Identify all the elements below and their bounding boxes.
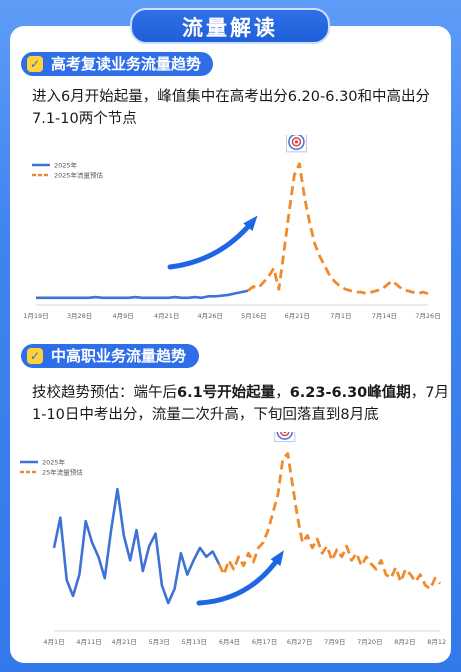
check-icon: ✓ xyxy=(27,348,43,364)
x-tick-label: 7月14日 xyxy=(372,312,397,320)
target-center xyxy=(294,140,299,144)
x-tick-label: 5月16日 xyxy=(241,312,266,320)
x-tick-label: 5月13日 xyxy=(182,638,207,646)
check-icon: ✓ xyxy=(27,56,43,72)
x-tick-label: 6月17日 xyxy=(252,638,277,646)
section2-desc-line2: 1-10日中考出分，流量二次升高，下旬回落直到8月底 xyxy=(32,407,379,423)
chart2: 4月1日 4月11日 4月21日 5月3日 5月13日 6月4日 6月17日 6月27日 7月9… xyxy=(20,432,446,646)
arrow-shaft xyxy=(196,553,283,606)
series-actual-line xyxy=(36,289,249,300)
desc-b: 6.1号开始起量 xyxy=(177,385,276,401)
x-tick-label: 8月2日 xyxy=(394,638,415,646)
section1-title: 高考复读业务流量趋势 xyxy=(51,55,202,73)
peak-target-icon xyxy=(285,135,307,153)
x-tick-label: 7月1日 xyxy=(330,312,351,320)
section2-title-pill: ✓ 中高职业务流量趋势 xyxy=(21,344,199,368)
target-inner-ring xyxy=(280,432,290,437)
target-center xyxy=(283,432,287,434)
arrow-shaft xyxy=(167,218,256,270)
desc-d: 6.23-6.30峰值期 xyxy=(289,385,411,401)
peak-target-icon xyxy=(274,432,296,443)
section1-description: 进入6月开始起量，峰值集中在高考出分6.20-6.30和中高出分 7.1-10两… xyxy=(32,86,430,130)
section2-description: 技校趋势预估：端午后6.1号开始起量，6.23-6.30峰值期，7月 1-10日… xyxy=(32,382,449,426)
x-tick-label: 6月21日 xyxy=(285,312,310,320)
section1-desc-line2: 7.1-10两个节点 xyxy=(32,111,137,127)
chart1: 1月19日 3月28日 4月9日 4月21日 4月26日 5月16日 6月21日 7月1日 7月… xyxy=(23,135,440,320)
x-tick-label: 4月26日 xyxy=(198,312,223,320)
upward-arrow-icon xyxy=(196,550,284,606)
legend-forecast-label: 2025年流量预估 xyxy=(54,171,104,180)
section2-title: 中高职业务流量趋势 xyxy=(51,347,187,365)
page-title: 流量解读 xyxy=(130,8,330,44)
target-ring xyxy=(288,135,305,151)
x-tick-label: 8月12日 xyxy=(427,638,446,646)
x-tick-label: 4月21日 xyxy=(154,312,179,320)
series-forecast-line xyxy=(247,162,429,295)
target-frame xyxy=(285,135,307,153)
arrow-head xyxy=(243,215,258,231)
x-tick-label: 6月27日 xyxy=(287,638,312,646)
target-frame xyxy=(274,432,296,443)
arrow-head xyxy=(270,550,284,566)
target-inner-ring xyxy=(291,137,302,147)
series-actual-line xyxy=(52,487,221,605)
series-forecast-line xyxy=(217,452,442,591)
section2-desc-line1: 技校趋势预估：端午后6.1号开始起量，6.23-6.30峰值期，7月 xyxy=(32,382,449,404)
x-tick-label: 1月19日 xyxy=(23,312,48,320)
x-tick-label: 7月20日 xyxy=(357,638,382,646)
x-tick-label: 4月1日 xyxy=(43,638,64,646)
x-tick-label: 3月28日 xyxy=(67,312,92,320)
legend-actual-label: 2025年 xyxy=(42,458,66,467)
x-tick-label: 6月4日 xyxy=(219,638,240,646)
x-tick-label: 5月3日 xyxy=(149,638,170,646)
upward-arrow-icon xyxy=(167,215,258,270)
legend-forecast-label: 25年流量预估 xyxy=(42,468,83,477)
desc-e: ，7月 xyxy=(410,385,449,401)
legend-actual-label: 2025年 xyxy=(54,161,78,170)
desc-c: ， xyxy=(275,385,290,401)
section1-title-pill: ✓ 高考复读业务流量趋势 xyxy=(21,52,213,76)
section1-desc-line1: 进入6月开始起量，峰值集中在高考出分6.20-6.30和中高出分 xyxy=(32,89,431,105)
x-tick-label: 7月9日 xyxy=(324,638,345,646)
x-tick-label: 4月21日 xyxy=(111,638,136,646)
desc-a: 技校趋势预估：端午后 xyxy=(32,385,177,401)
target-ring xyxy=(276,432,293,440)
x-tick-label: 7月26日 xyxy=(415,312,440,320)
x-tick-label: 4月9日 xyxy=(112,312,133,320)
x-tick-label: 4月11日 xyxy=(76,638,101,646)
